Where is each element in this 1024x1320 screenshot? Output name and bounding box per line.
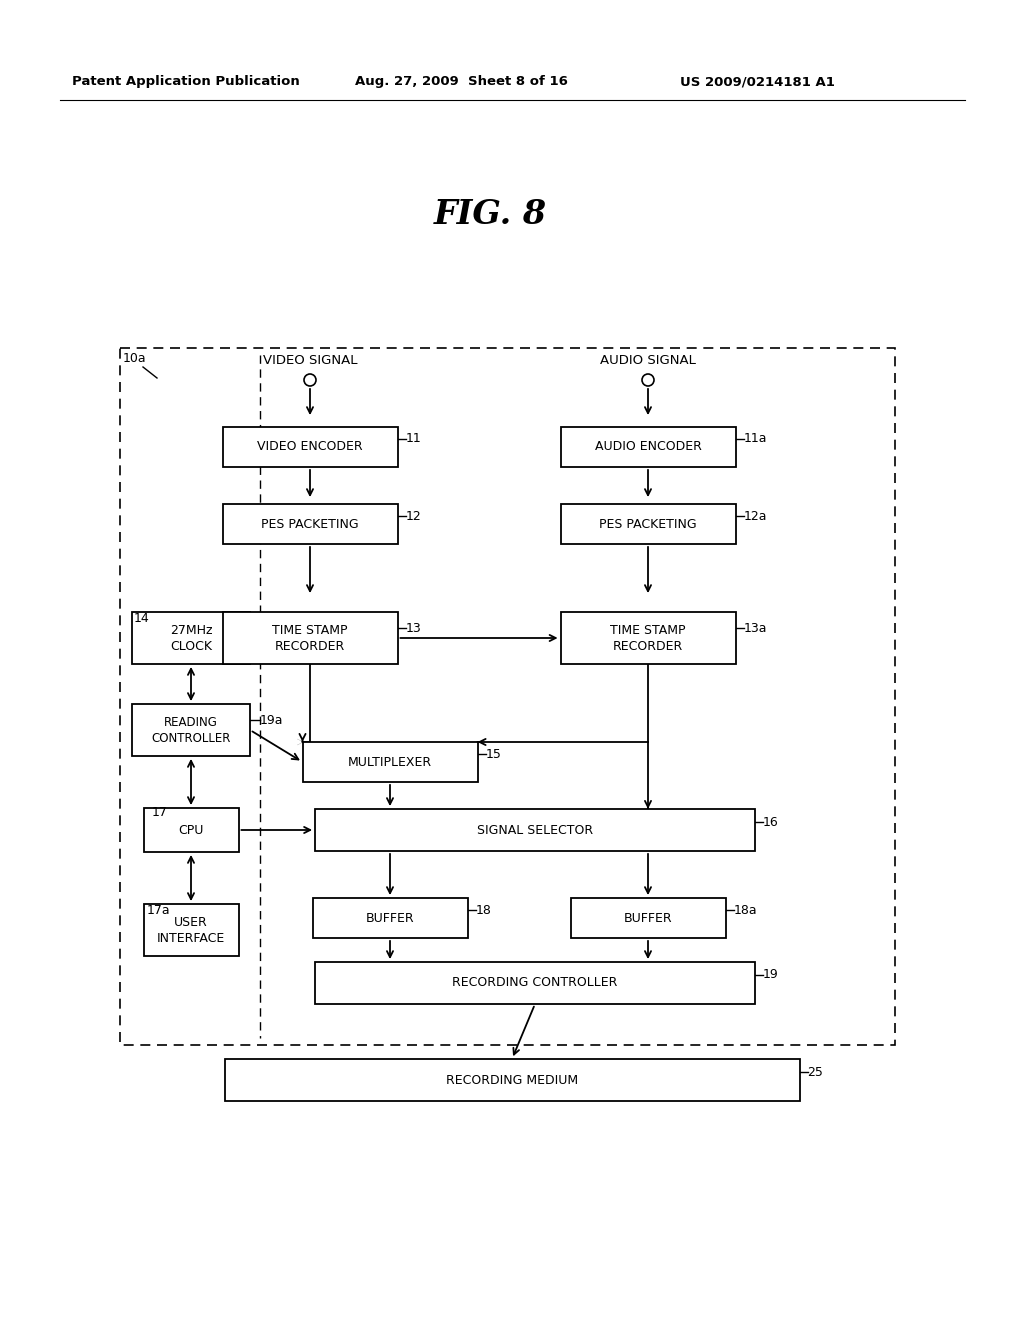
Text: 12a: 12a [743, 510, 767, 523]
Bar [560, 504, 735, 544]
Text: 18: 18 [475, 903, 492, 916]
Text: 17a: 17a [147, 903, 171, 916]
Text: FIG. 8: FIG. 8 [433, 198, 547, 231]
Text: 13: 13 [406, 622, 421, 635]
Text: 27MHz
CLOCK: 27MHz CLOCK [170, 623, 212, 652]
Bar [560, 612, 735, 664]
Text: SIGNAL SELECTOR: SIGNAL SELECTOR [477, 824, 593, 837]
Text: BUFFER: BUFFER [624, 912, 673, 924]
Circle shape [304, 374, 316, 385]
Text: USER
INTERFACE: USER INTERFACE [157, 916, 225, 945]
Circle shape [642, 374, 654, 385]
Bar [222, 426, 397, 467]
Text: Patent Application Publication: Patent Application Publication [72, 75, 300, 88]
Text: 15: 15 [485, 747, 502, 760]
Bar [143, 904, 239, 956]
Text: READING
CONTROLLER: READING CONTROLLER [152, 715, 230, 744]
Text: CPU: CPU [178, 824, 204, 837]
Text: 16: 16 [763, 816, 778, 829]
Text: 17: 17 [152, 805, 168, 818]
Bar [222, 504, 397, 544]
Text: TIME STAMP
RECORDER: TIME STAMP RECORDER [610, 623, 686, 652]
Text: 11: 11 [406, 433, 421, 446]
Text: BUFFER: BUFFER [366, 912, 415, 924]
Text: AUDIO SIGNAL: AUDIO SIGNAL [600, 354, 696, 367]
Text: Aug. 27, 2009  Sheet 8 of 16: Aug. 27, 2009 Sheet 8 of 16 [355, 75, 568, 88]
Bar [224, 1059, 800, 1101]
Bar [132, 704, 250, 756]
Text: PES PACKETING: PES PACKETING [599, 517, 696, 531]
Text: 11a: 11a [743, 433, 767, 446]
Text: 25: 25 [808, 1065, 823, 1078]
Bar [560, 426, 735, 467]
Text: 14: 14 [134, 611, 150, 624]
Text: TIME STAMP
RECORDER: TIME STAMP RECORDER [272, 623, 348, 652]
Text: VIDEO ENCODER: VIDEO ENCODER [257, 441, 362, 454]
Text: MULTIPLEXER: MULTIPLEXER [348, 755, 432, 768]
Text: 12: 12 [406, 510, 421, 523]
Bar [222, 612, 397, 664]
Text: 19a: 19a [260, 714, 284, 726]
Bar [570, 898, 725, 939]
Text: 13a: 13a [743, 622, 767, 635]
Text: AUDIO ENCODER: AUDIO ENCODER [595, 441, 701, 454]
Bar [143, 808, 239, 851]
Text: PES PACKETING: PES PACKETING [261, 517, 358, 531]
Bar [302, 742, 477, 781]
Text: 10a: 10a [123, 351, 146, 364]
Bar [315, 962, 755, 1005]
Bar [315, 809, 755, 851]
Text: RECORDING MEDIUM: RECORDING MEDIUM [445, 1073, 579, 1086]
Bar [312, 898, 468, 939]
Text: US 2009/0214181 A1: US 2009/0214181 A1 [680, 75, 835, 88]
Bar [120, 348, 895, 1045]
Text: VIDEO SIGNAL: VIDEO SIGNAL [263, 354, 357, 367]
Bar [132, 612, 250, 664]
Text: RECORDING CONTROLLER: RECORDING CONTROLLER [453, 977, 617, 990]
Text: 18a: 18a [733, 903, 757, 916]
Text: 19: 19 [763, 969, 778, 982]
